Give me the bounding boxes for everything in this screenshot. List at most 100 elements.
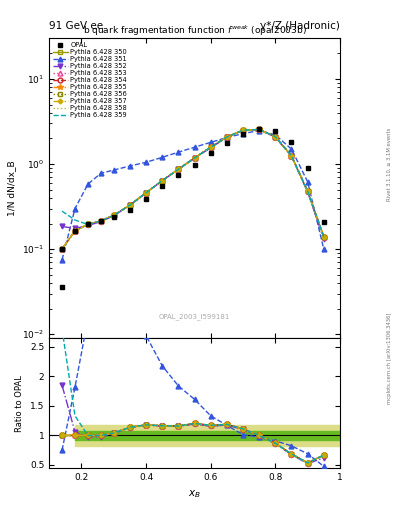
Pythia 6.428 352 (176, 166, 181, 173)
Pythia 6.428 357 (257, 126, 261, 133)
Pythia 6.428 355 (60, 246, 64, 252)
Text: γ*/Z (Hadronic): γ*/Z (Hadronic) (260, 20, 340, 31)
Pythia 6.428 354 (73, 228, 77, 234)
Text: OPAL_2003_I599181: OPAL_2003_I599181 (159, 313, 230, 320)
Pythia 6.428 353 (289, 153, 294, 159)
Pythia 6.428 357 (160, 178, 165, 184)
Pythia 6.428 358 (176, 166, 181, 173)
OPAL (224, 140, 229, 146)
Pythia 6.428 358 (224, 134, 229, 140)
Title: b quark fragmentation function $f^{weak}$ (opal2003b): b quark fragmentation function $f^{weak}… (83, 24, 307, 38)
Pythia 6.428 357 (321, 233, 326, 240)
Pythia 6.428 354 (111, 212, 116, 219)
Pythia 6.428 352 (273, 134, 278, 140)
Pythia 6.428 359 (60, 208, 64, 214)
Pythia 6.428 351 (305, 179, 310, 185)
Pythia 6.428 353 (176, 166, 181, 173)
OPAL (192, 162, 197, 168)
Pythia 6.428 353 (128, 202, 132, 208)
Pythia 6.428 358 (305, 188, 310, 194)
Pythia 6.428 351 (160, 154, 165, 160)
Pythia 6.428 356 (257, 126, 261, 133)
Pythia 6.428 356 (192, 155, 197, 161)
Pythia 6.428 356 (128, 202, 132, 208)
Pythia 6.428 350 (305, 188, 310, 194)
Pythia 6.428 358 (60, 246, 64, 252)
Pythia 6.428 350 (60, 246, 64, 252)
Pythia 6.428 359 (128, 202, 132, 208)
Y-axis label: Ratio to OPAL: Ratio to OPAL (15, 375, 24, 432)
OPAL (99, 218, 103, 224)
Pythia 6.428 354 (176, 166, 181, 173)
Pythia 6.428 356 (321, 233, 326, 240)
Pythia 6.428 354 (86, 221, 90, 227)
Pythia 6.428 352 (321, 237, 326, 243)
Pythia 6.428 359 (305, 188, 310, 194)
Pythia 6.428 350 (224, 134, 229, 140)
Pythia 6.428 358 (73, 228, 77, 234)
Pythia 6.428 353 (192, 155, 197, 161)
Pythia 6.428 358 (144, 190, 149, 196)
OPAL (241, 131, 245, 137)
Pythia 6.428 356 (144, 190, 149, 196)
Pythia 6.428 352 (224, 134, 229, 140)
Pythia 6.428 355 (257, 126, 261, 133)
Pythia 6.428 350 (160, 178, 165, 184)
OPAL (160, 183, 165, 189)
Pythia 6.428 352 (160, 178, 165, 184)
Pythia 6.428 353 (321, 233, 326, 240)
Pythia 6.428 351 (289, 146, 294, 152)
Pythia 6.428 358 (128, 202, 132, 208)
Y-axis label: 1/N dN/dx_B: 1/N dN/dx_B (7, 160, 17, 216)
Pythia 6.428 350 (99, 218, 103, 224)
Pythia 6.428 356 (273, 134, 278, 140)
Pythia 6.428 353 (144, 190, 149, 196)
Pythia 6.428 353 (99, 218, 103, 224)
Pythia 6.428 357 (99, 218, 103, 224)
Pythia 6.428 353 (73, 228, 77, 234)
OPAL (86, 221, 90, 227)
Pythia 6.428 358 (99, 218, 103, 224)
Pythia 6.428 350 (144, 190, 149, 196)
Pythia 6.428 358 (111, 212, 116, 219)
Line: Pythia 6.428 355: Pythia 6.428 355 (59, 126, 327, 252)
Pythia 6.428 358 (289, 153, 294, 159)
Pythia 6.428 351 (60, 257, 64, 263)
Line: Pythia 6.428 350: Pythia 6.428 350 (60, 127, 326, 251)
Pythia 6.428 357 (144, 190, 149, 196)
Pythia 6.428 351 (176, 149, 181, 155)
Pythia 6.428 350 (321, 233, 326, 240)
Pythia 6.428 350 (257, 126, 261, 133)
Pythia 6.428 359 (289, 153, 294, 159)
Pythia 6.428 354 (305, 188, 310, 194)
Pythia 6.428 352 (60, 223, 64, 229)
Pythia 6.428 351 (128, 163, 132, 169)
Pythia 6.428 355 (111, 212, 116, 219)
Line: Pythia 6.428 351: Pythia 6.428 351 (60, 128, 326, 262)
Pythia 6.428 356 (111, 212, 116, 219)
Pythia 6.428 350 (111, 212, 116, 219)
Pythia 6.428 355 (321, 233, 326, 240)
Line: Pythia 6.428 358: Pythia 6.428 358 (62, 130, 324, 249)
Pythia 6.428 352 (257, 126, 261, 133)
Pythia 6.428 356 (176, 166, 181, 173)
Pythia 6.428 358 (257, 126, 261, 133)
Pythia 6.428 353 (160, 178, 165, 184)
OPAL (176, 172, 181, 178)
Pythia 6.428 350 (192, 155, 197, 161)
OPAL (305, 165, 310, 171)
Pythia 6.428 350 (208, 144, 213, 150)
Legend: OPAL, Pythia 6.428 350, Pythia 6.428 351, Pythia 6.428 352, Pythia 6.428 353, Py: OPAL, Pythia 6.428 350, Pythia 6.428 351… (52, 41, 129, 120)
OPAL (321, 219, 326, 225)
Pythia 6.428 351 (273, 132, 278, 138)
Pythia 6.428 359 (192, 155, 197, 161)
Pythia 6.428 358 (160, 178, 165, 184)
Pythia 6.428 351 (241, 131, 245, 137)
Pythia 6.428 355 (224, 134, 229, 140)
Pythia 6.428 357 (192, 155, 197, 161)
Pythia 6.428 353 (86, 221, 90, 227)
Pythia 6.428 358 (273, 134, 278, 140)
Pythia 6.428 358 (208, 144, 213, 150)
Pythia 6.428 354 (241, 127, 245, 133)
OPAL (144, 196, 149, 202)
